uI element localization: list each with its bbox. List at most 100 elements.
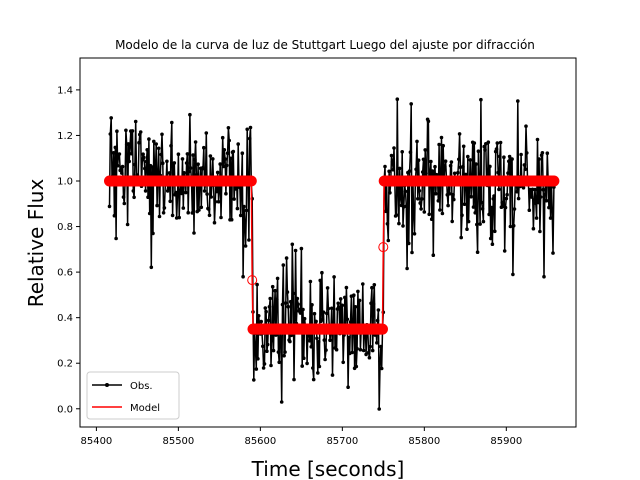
obs-point bbox=[493, 229, 497, 234]
obs-point bbox=[193, 140, 198, 144]
obs-point bbox=[498, 154, 502, 159]
y-tick-label: 0.6 bbox=[57, 268, 73, 279]
obs-point bbox=[138, 130, 143, 134]
obs-point bbox=[151, 231, 155, 236]
obs-point bbox=[161, 211, 166, 215]
obs-point bbox=[423, 148, 428, 152]
obs-point bbox=[525, 151, 529, 155]
y-tick-label: 0.4 bbox=[57, 313, 73, 324]
obs-point bbox=[261, 344, 265, 349]
obs-point bbox=[461, 164, 465, 169]
obs-point bbox=[439, 135, 444, 140]
x-tick-label: 85400 bbox=[80, 436, 112, 447]
obs-point bbox=[182, 171, 186, 175]
obs-point bbox=[341, 360, 346, 365]
obs-point bbox=[270, 338, 274, 343]
obs-point bbox=[512, 207, 517, 211]
y-tick-label: 1.0 bbox=[57, 177, 73, 188]
obs-point bbox=[477, 187, 482, 191]
obs-point bbox=[286, 304, 291, 309]
obs-point bbox=[548, 216, 553, 220]
obs-point bbox=[482, 144, 487, 149]
obs-point bbox=[338, 297, 343, 301]
obs-point bbox=[508, 224, 513, 229]
obs-point bbox=[223, 157, 227, 161]
obs-point bbox=[430, 169, 435, 173]
obs-point bbox=[404, 204, 409, 208]
obs-point bbox=[488, 164, 492, 169]
obs-point bbox=[401, 224, 405, 228]
obs-point bbox=[320, 317, 325, 322]
obs-point bbox=[186, 210, 190, 215]
obs-point bbox=[137, 140, 141, 145]
obs-point bbox=[155, 203, 159, 208]
obs-point bbox=[243, 244, 248, 248]
obs-point bbox=[235, 206, 240, 211]
obs-point bbox=[296, 302, 300, 307]
obs-point bbox=[344, 285, 349, 290]
x-axis-label: Time [seconds] bbox=[251, 457, 405, 480]
obs-point bbox=[361, 282, 365, 286]
obs-point bbox=[142, 155, 146, 160]
obs-point bbox=[411, 212, 416, 216]
obs-point bbox=[143, 189, 148, 193]
obs-point bbox=[440, 211, 445, 216]
obs-point bbox=[241, 274, 245, 279]
obs-point bbox=[254, 367, 259, 371]
obs-point bbox=[366, 350, 371, 355]
obs-point bbox=[459, 235, 464, 240]
obs-point bbox=[208, 154, 213, 158]
obs-point bbox=[220, 135, 225, 140]
obs-point bbox=[506, 171, 510, 175]
obs-point bbox=[222, 148, 227, 152]
obs-point bbox=[516, 99, 520, 103]
obs-point bbox=[475, 250, 480, 254]
obs-point bbox=[144, 159, 149, 164]
obs-point bbox=[426, 119, 431, 124]
obs-point bbox=[420, 197, 424, 201]
obs-point bbox=[465, 227, 469, 231]
obs-point bbox=[488, 236, 493, 241]
obs-point bbox=[322, 338, 327, 342]
obs-point bbox=[184, 161, 189, 165]
obs-point bbox=[353, 305, 358, 309]
obs-point bbox=[487, 212, 491, 217]
obs-point bbox=[324, 348, 328, 352]
obs-point bbox=[325, 311, 329, 316]
obs-point bbox=[441, 143, 446, 148]
obs-point bbox=[146, 195, 150, 199]
obs-point bbox=[215, 170, 220, 175]
obs-point bbox=[293, 248, 298, 253]
obs-point bbox=[414, 167, 418, 172]
obs-point bbox=[122, 201, 127, 206]
obs-point bbox=[267, 305, 272, 309]
obs-point bbox=[133, 162, 137, 167]
obs-point bbox=[424, 171, 428, 176]
obs-point bbox=[480, 207, 485, 211]
obs-point bbox=[157, 214, 162, 219]
obs-point bbox=[460, 213, 464, 217]
obs-point bbox=[511, 223, 516, 228]
obs-point bbox=[285, 290, 290, 294]
obs-point bbox=[550, 208, 554, 213]
obs-point bbox=[537, 157, 541, 161]
obs-point bbox=[244, 208, 249, 213]
legend-model-label: Model bbox=[130, 403, 160, 414]
obs-point bbox=[170, 213, 175, 218]
obs-point bbox=[288, 299, 293, 304]
obs-point bbox=[332, 275, 336, 279]
obs-point bbox=[522, 163, 527, 167]
obs-point bbox=[216, 199, 221, 204]
obs-point bbox=[343, 295, 347, 300]
obs-point bbox=[462, 202, 467, 206]
legend-obs-marker bbox=[105, 383, 109, 387]
obs-point bbox=[547, 205, 551, 210]
obs-point bbox=[193, 157, 197, 162]
obs-point bbox=[312, 311, 317, 316]
obs-point bbox=[202, 189, 207, 193]
obs-point bbox=[457, 157, 461, 162]
obs-point bbox=[544, 198, 549, 203]
model-transition-point bbox=[378, 242, 389, 253]
obs-point bbox=[340, 303, 345, 308]
obs-point bbox=[170, 120, 174, 125]
